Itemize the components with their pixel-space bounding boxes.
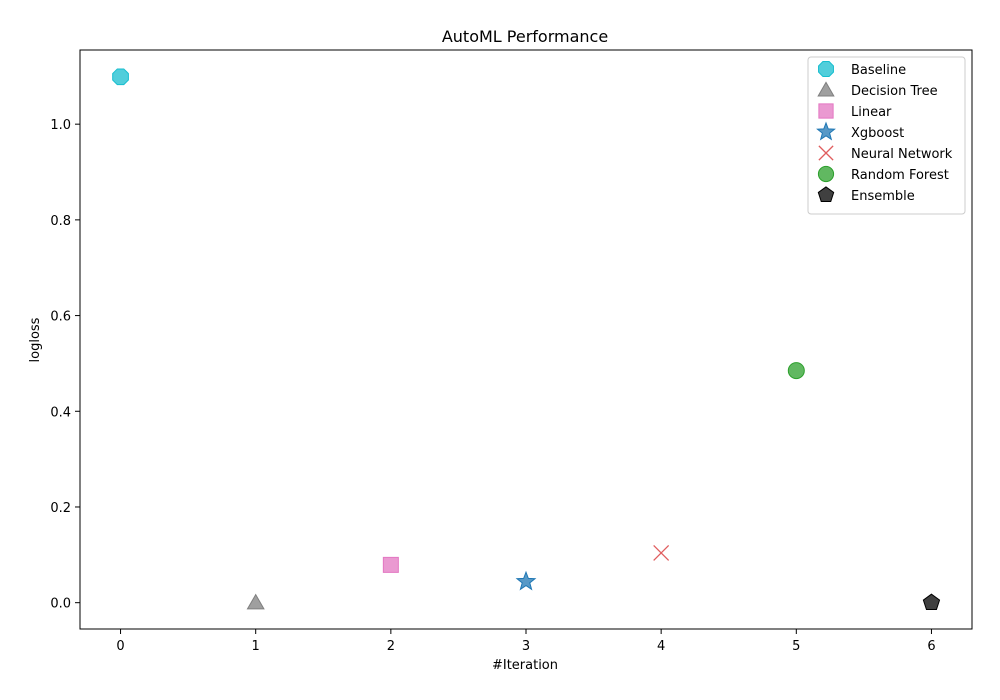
legend-marker — [816, 121, 836, 141]
x-tick-label: 4 — [657, 639, 665, 654]
data-point-ensemble — [922, 593, 941, 611]
y-axis: 0.0 0.2 0.4 0.6 0.8 1.0 — [50, 118, 80, 612]
x-axis: 0 1 2 3 4 5 6 — [116, 629, 936, 654]
data-point-neural-network — [653, 544, 670, 561]
x-axis-label: #Iteration — [492, 658, 558, 673]
legend-marker — [818, 103, 834, 119]
chart-title: AutoML Performance — [442, 27, 608, 46]
y-tick-label: 0.4 — [50, 405, 71, 420]
legend-marker — [818, 61, 834, 77]
legend-marker — [817, 81, 835, 97]
x-tick-label: 3 — [522, 639, 530, 654]
legend-label: Baseline — [851, 63, 906, 78]
data-point-xgboost — [515, 570, 537, 591]
legend-label: Linear — [851, 105, 892, 120]
x-tick-label: 1 — [252, 639, 260, 654]
x-tick-label: 2 — [387, 639, 395, 654]
legend-marker — [817, 186, 835, 203]
legend: Baseline Decision Tree Linear Xgboost Neural… — [807, 56, 966, 215]
x-tick-label: 0 — [116, 639, 124, 654]
data-points — [112, 68, 941, 611]
y-tick-label: 0.8 — [50, 214, 71, 229]
x-tick-label: 6 — [927, 639, 935, 654]
y-axis-label: logloss — [28, 317, 43, 362]
x-tick-label: 5 — [792, 639, 800, 654]
legend-label: Decision Tree — [851, 84, 938, 99]
legend-label: Xgboost — [851, 126, 904, 141]
data-point-random-forest — [787, 362, 805, 380]
legend-label: Neural Network — [851, 147, 953, 162]
y-tick-label: 0.0 — [50, 597, 71, 612]
legend-label: Random Forest — [851, 168, 949, 183]
y-tick-label: 1.0 — [50, 118, 71, 133]
legend-label: Ensemble — [851, 189, 915, 204]
legend-marker — [817, 165, 835, 183]
y-tick-label: 0.6 — [50, 310, 71, 325]
data-point-linear — [382, 556, 399, 573]
data-point-decision-tree — [246, 593, 265, 610]
data-point-baseline — [112, 68, 129, 86]
y-tick-label: 0.2 — [50, 501, 71, 516]
legend-marker — [818, 145, 834, 161]
legend-box — [807, 56, 966, 215]
